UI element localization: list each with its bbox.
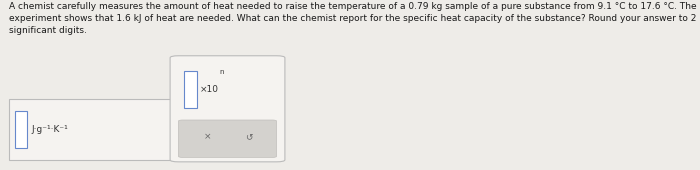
Text: J·g⁻¹·K⁻¹: J·g⁻¹·K⁻¹ <box>32 125 69 134</box>
Text: ×10: ×10 <box>200 85 219 94</box>
Text: ×: × <box>204 133 211 141</box>
FancyBboxPatch shape <box>184 71 197 108</box>
FancyBboxPatch shape <box>178 120 276 157</box>
FancyBboxPatch shape <box>15 110 27 148</box>
Text: ↺: ↺ <box>245 133 253 141</box>
Text: A chemist carefully measures the amount of heat needed to raise the temperature : A chemist carefully measures the amount … <box>9 2 696 35</box>
FancyBboxPatch shape <box>170 56 285 162</box>
FancyBboxPatch shape <box>9 99 174 160</box>
Text: n: n <box>220 69 224 75</box>
